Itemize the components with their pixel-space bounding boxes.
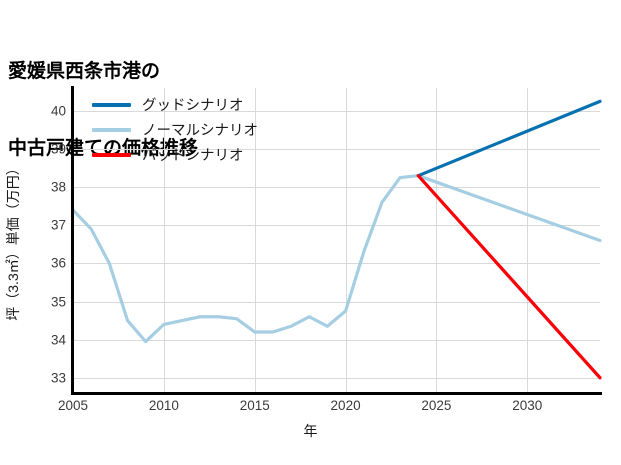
y-axis-label-host: 坪（3.3㎡）単価（万円） xyxy=(0,88,26,393)
gridline-vertical xyxy=(436,88,437,393)
y-axis-spine xyxy=(71,86,74,395)
legend-item-bad[interactable]: バッドシナリオ xyxy=(92,142,258,167)
gridline-vertical xyxy=(255,88,256,393)
legend-swatch-normal xyxy=(92,127,131,132)
chart-title-line-2: 中古戸建ての価格推移 xyxy=(8,138,199,160)
gridline-horizontal xyxy=(73,340,600,341)
gridline-horizontal xyxy=(73,302,600,303)
y-tick-label: 37 xyxy=(50,217,66,233)
x-axis-label: 年 xyxy=(303,423,318,439)
gridline-horizontal xyxy=(73,187,600,188)
y-tick-label: 35 xyxy=(50,294,66,309)
legend-item-normal[interactable]: ノーマルシナリオ xyxy=(92,117,258,142)
y-tick-label: 39 xyxy=(50,141,66,157)
series-layer xyxy=(71,99,602,380)
gridline-horizontal xyxy=(73,111,600,112)
gridline-vertical xyxy=(164,88,165,393)
series-line-bad xyxy=(416,174,602,380)
series-line-normal xyxy=(71,174,602,344)
x-tick-label: 2025 xyxy=(421,398,452,413)
legend-label-bad: バッドシナリオ xyxy=(142,148,244,164)
y-tick-label: 40 xyxy=(50,103,66,119)
y-tick-label: 36 xyxy=(50,255,66,271)
series-line-good xyxy=(416,99,602,178)
legend-swatch-good xyxy=(92,102,131,107)
plot-area xyxy=(71,88,602,393)
x-axis-spine xyxy=(71,392,602,395)
gridline-vertical xyxy=(527,88,528,393)
gridline-horizontal xyxy=(73,263,600,264)
x-tick-label: 2020 xyxy=(330,398,361,413)
gridline-horizontal xyxy=(73,378,600,379)
legend-item-good[interactable]: グッドシナリオ xyxy=(92,92,258,117)
legend-label-normal: ノーマルシナリオ xyxy=(142,123,258,139)
y-tick-label: 38 xyxy=(50,179,66,195)
x-tick-label: 2030 xyxy=(512,398,543,413)
gridline-vertical xyxy=(73,88,74,393)
x-tick-label: 2010 xyxy=(148,398,179,413)
gridline-vertical xyxy=(346,88,347,393)
gridline-horizontal xyxy=(73,225,600,226)
y-tick-label: 34 xyxy=(50,332,66,348)
legend-swatch-bad xyxy=(92,152,131,157)
x-tick-label: 2005 xyxy=(57,398,89,413)
y-tick-label: 33 xyxy=(50,370,66,386)
gridline-horizontal xyxy=(73,149,600,150)
chart-title: 愛媛県西条市港の 中古戸建ての価格推移 xyxy=(8,8,608,213)
y-axis-label: 坪（3.3㎡）単価（万円） xyxy=(5,160,21,321)
x-tick-label: 2015 xyxy=(239,398,270,413)
legend-label-good: グッドシナリオ xyxy=(142,98,244,114)
chart-title-line-1: 愛媛県西条市港の xyxy=(8,61,161,83)
legend: グッドシナリオ ノーマルシナリオ バッドシナリオ xyxy=(92,92,258,167)
